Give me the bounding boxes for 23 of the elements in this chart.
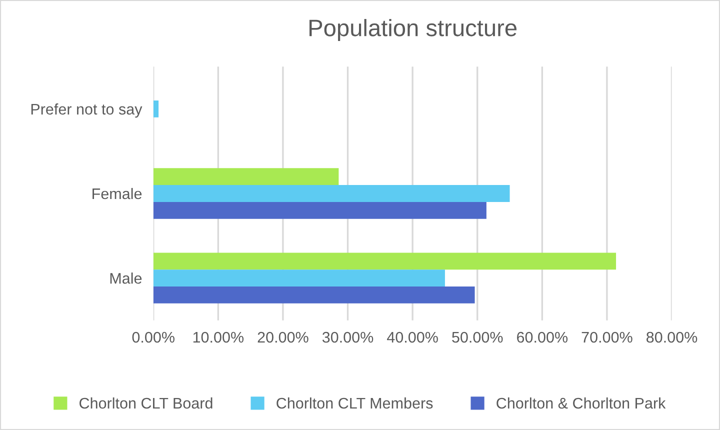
x-tick-label: 0.00% — [132, 332, 174, 343]
bar — [153, 168, 339, 186]
x-tick-label: 40.00% — [387, 332, 438, 343]
x-tick-label: 60.00% — [517, 332, 568, 343]
chart-title: Population structure — [310, 18, 517, 41]
x-tick-label: 30.00% — [322, 332, 374, 343]
bar — [153, 185, 510, 202]
x-tick-label: 70.00% — [582, 332, 632, 343]
bar — [153, 100, 159, 118]
legend-label: Chorlton CLT Members — [276, 397, 433, 409]
bar — [153, 252, 616, 270]
bar — [153, 270, 445, 287]
x-tick-label: 10.00% — [193, 332, 244, 343]
bar — [153, 286, 475, 304]
x-tick-label: 80.00% — [646, 332, 698, 343]
legend-label: Chorlton & Chorlton Park — [496, 397, 666, 409]
y-tick-label: Male — [110, 272, 142, 284]
legend-label: Chorlton CLT Board — [80, 397, 212, 409]
x-tick-label: 50.00% — [452, 332, 503, 343]
y-tick-label: Female — [92, 188, 142, 200]
y-tick-label: Prefer not to say — [31, 103, 142, 118]
x-tick-label: 20.00% — [258, 332, 308, 343]
bar — [153, 202, 486, 219]
